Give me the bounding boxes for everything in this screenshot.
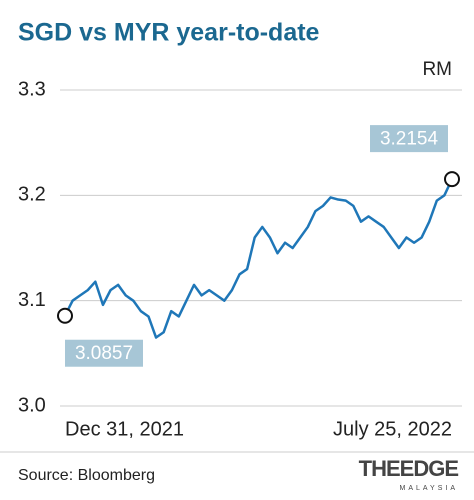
value-label: 3.0857 xyxy=(75,343,133,364)
logo: THEEDGE xyxy=(359,456,459,481)
logo-sub: MALAYSIA xyxy=(400,485,459,492)
y-tick-label: 3.1 xyxy=(18,289,46,311)
value-label-box xyxy=(370,125,448,153)
source: Source: Bloomberg xyxy=(18,467,155,484)
y-tick-label: 3.3 xyxy=(18,78,46,100)
x-tick-label: Dec 31, 2021 xyxy=(65,418,184,440)
value-label-box xyxy=(65,339,143,367)
y-tick-label: 3.0 xyxy=(18,394,46,416)
x-tick-label: July 25, 2022 xyxy=(333,418,452,440)
line xyxy=(63,178,454,339)
end-point xyxy=(444,171,460,188)
chart-title: SGD vs MYR year-to-date xyxy=(18,19,320,47)
value-label: 3.2154 xyxy=(380,129,439,150)
end-point xyxy=(57,307,73,324)
y-unit: RM xyxy=(422,59,452,80)
y-tick-label: 3.2 xyxy=(18,184,46,206)
